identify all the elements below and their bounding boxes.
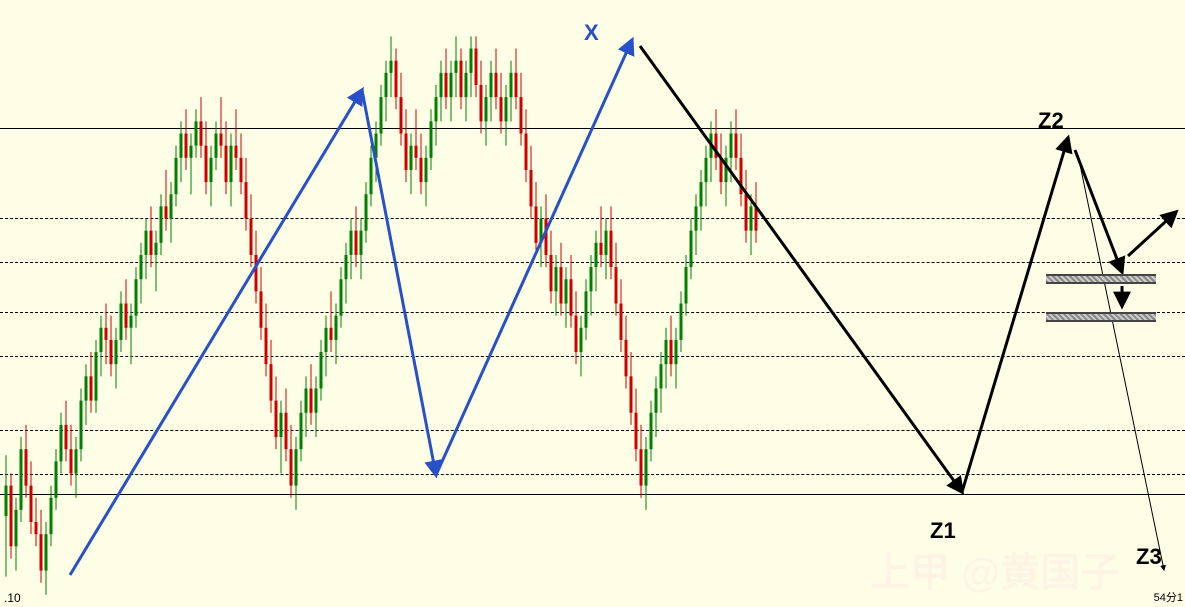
price-chart[interactable]: { "chart": { "type": "candlestick", "wid… <box>0 0 1185 607</box>
label-z3: Z3 <box>1136 544 1162 570</box>
bottom-right-label: 54分1 <box>1154 589 1183 605</box>
watermark: 上甲 @黄国子 <box>870 540 1120 598</box>
bottom-left-label: .10 <box>4 591 21 605</box>
label-z2: Z2 <box>1038 108 1064 134</box>
trend-arrows <box>0 0 1185 607</box>
label-x: X <box>584 20 599 46</box>
